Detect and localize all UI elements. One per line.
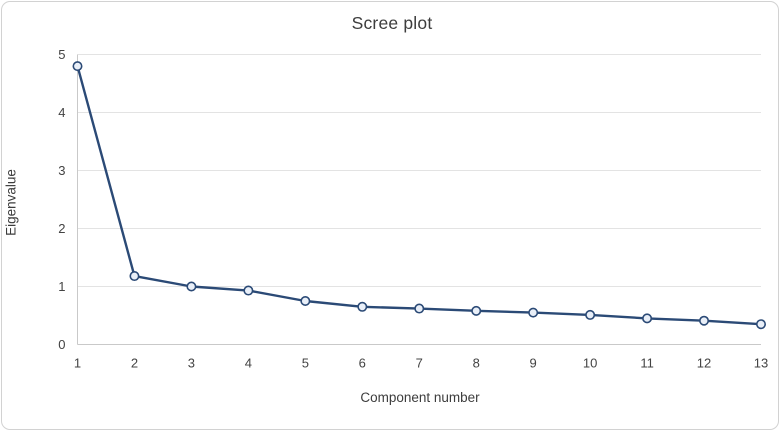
x-tick-label: 11 [640, 356, 654, 371]
y-tick-label: 0 [58, 337, 65, 352]
x-tick-label: 8 [473, 356, 480, 371]
data-point [243, 285, 254, 296]
x-tick-label: 10 [583, 356, 597, 371]
data-line [76, 64, 763, 326]
y-tick-label: 5 [58, 47, 65, 62]
x-tick-label: 2 [131, 356, 138, 371]
chart-title: Scree plot [351, 13, 433, 33]
y-tick-label: 3 [58, 163, 65, 178]
y-axis-title: Eigenvalue [3, 169, 19, 236]
x-tick-label: 6 [359, 356, 366, 371]
y-tick-label: 4 [58, 105, 65, 120]
data-point [755, 319, 766, 330]
data-point [414, 303, 425, 314]
y-tick-label: 1 [58, 279, 65, 294]
x-tick-label: 7 [416, 356, 423, 371]
data-point [357, 301, 368, 312]
x-tick-label: 12 [697, 356, 711, 371]
x-tick-label: 5 [302, 356, 309, 371]
x-axis-title: Component number [360, 390, 480, 405]
data-point [528, 307, 539, 318]
x-tick-label: 3 [188, 356, 195, 371]
x-tick-label: 9 [530, 356, 537, 371]
data-point [585, 309, 596, 320]
data-point [129, 271, 140, 282]
x-tick-label: 1 [74, 356, 81, 371]
data-point [72, 61, 83, 72]
data-point [471, 305, 482, 316]
x-tick-label: 13 [754, 356, 768, 371]
data-point [699, 315, 710, 326]
data-point [186, 281, 197, 292]
data-point [642, 313, 653, 324]
x-tick-label: 4 [245, 356, 252, 371]
data-point [300, 295, 311, 306]
y-tick-label: 2 [58, 221, 65, 236]
